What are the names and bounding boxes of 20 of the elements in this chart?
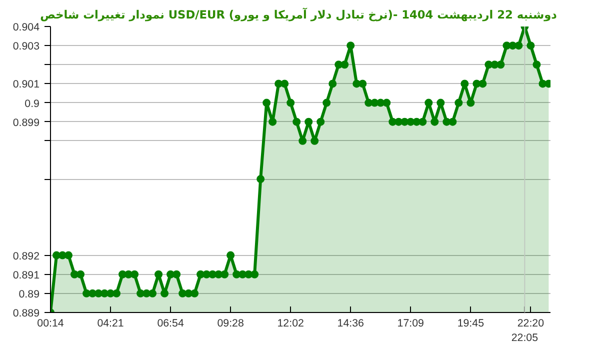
y-tick-label: 0.904 [12,22,40,34]
x-tick-label: 12:02 [277,318,304,330]
x-tick-label: 06:54 [157,318,184,330]
x-tick-label: 14:36 [337,318,364,330]
y-tick-label: 0.889 [12,308,40,320]
chart-title: نمودار تغییرات شاخص USD/EUR (نرخ تبادل دلار آمریکا و یورو)- دوشنبه 22 اردیبهشت 1404 [40,8,558,22]
x-tick-label: 22:05 [511,332,538,344]
x-tick-label: 09:28 [217,318,244,330]
y-tick-label: 0.89 [18,288,40,300]
x-tick-label: 22:20 [517,318,544,330]
x-tick-label: 19:45 [457,318,484,330]
y-tick-label: 0.901 [12,78,40,91]
y-tick-label: 0.9 [24,98,40,110]
y-tick-label: 0.891 [12,269,40,282]
y-tick-label: 0.892 [12,250,40,262]
x-tick-label: 00:14 [37,318,64,330]
y-tick-label: 0.899 [12,116,40,129]
x-tick-label: 17:09 [397,318,424,330]
x-tick-label: 04:21 [97,318,124,330]
y-tick-label: 0.903 [12,40,40,53]
